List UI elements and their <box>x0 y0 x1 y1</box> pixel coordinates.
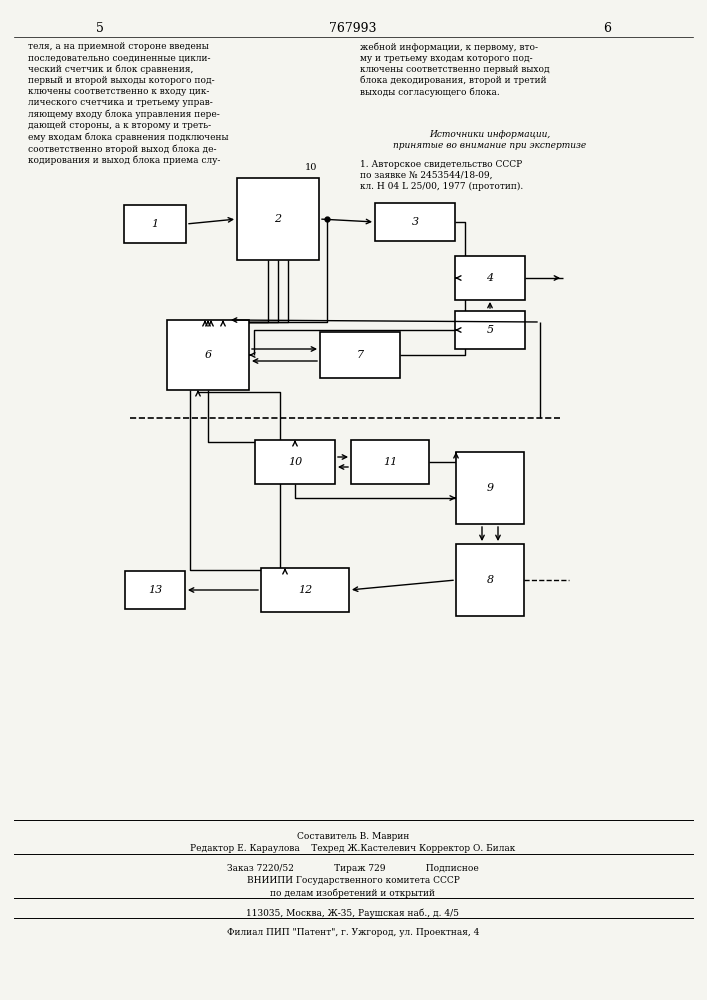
Bar <box>255 440 335 484</box>
Text: ВНИИПИ Государственного комитета СССР: ВНИИПИ Государственного комитета СССР <box>247 876 460 885</box>
Bar <box>124 205 186 243</box>
Text: 13: 13 <box>148 585 162 595</box>
Bar <box>125 571 185 609</box>
Text: 5: 5 <box>486 325 493 335</box>
Bar <box>455 311 525 349</box>
Bar <box>456 544 524 616</box>
Text: 4: 4 <box>486 273 493 283</box>
Text: 113035, Москва, Ж-35, Раушская наб., д. 4/5: 113035, Москва, Ж-35, Раушская наб., д. … <box>247 908 460 918</box>
Text: 3: 3 <box>411 217 419 227</box>
Text: 2: 2 <box>274 214 281 224</box>
Text: 767993: 767993 <box>329 21 377 34</box>
Bar <box>455 256 525 300</box>
Text: Источники информации,
принятые во внимание при экспертизе: Источники информации, принятые во вниман… <box>393 130 587 150</box>
Text: Составитель В. Маврин: Составитель В. Маврин <box>297 832 409 841</box>
Bar <box>320 332 400 378</box>
Text: 5: 5 <box>96 21 104 34</box>
Bar <box>261 568 349 612</box>
Text: Заказ 7220/52              Тираж 729              Подписное: Заказ 7220/52 Тираж 729 Подписное <box>227 864 479 873</box>
Bar <box>375 203 455 241</box>
Text: 1: 1 <box>151 219 158 229</box>
Text: по делам изобретений и открытий: по делам изобретений и открытий <box>271 888 436 898</box>
Bar <box>167 320 249 390</box>
Text: 10: 10 <box>305 163 317 172</box>
Text: 10: 10 <box>288 457 302 467</box>
Text: жебной информации, к первому, вто-
му и третьему входам которого под-
ключены со: жебной информации, к первому, вто- му и … <box>360 42 549 97</box>
Bar <box>456 452 524 524</box>
Text: Филиал ПИП "Патент", г. Ужгород, ул. Проектная, 4: Филиал ПИП "Патент", г. Ужгород, ул. Про… <box>227 928 479 937</box>
Text: 6: 6 <box>204 350 211 360</box>
Text: 7: 7 <box>356 350 363 360</box>
Text: Редактор Е. Караулова    Техред Ж.Кастелевич Корректор О. Билак: Редактор Е. Караулова Техред Ж.Кастелеви… <box>190 844 515 853</box>
Bar <box>351 440 429 484</box>
Text: 9: 9 <box>486 483 493 493</box>
Text: 6: 6 <box>603 21 611 34</box>
Text: 12: 12 <box>298 585 312 595</box>
Text: 8: 8 <box>486 575 493 585</box>
Text: 11: 11 <box>383 457 397 467</box>
Text: 1. Авторское свидетельство СССР
по заявке № 2453544/18-09,
кл. Н 04 L 25/00, 197: 1. Авторское свидетельство СССР по заявк… <box>360 160 523 191</box>
Bar <box>237 178 319 260</box>
Text: теля, а на приемной стороне введены
последовательно соединенные цикли-
ческий сч: теля, а на приемной стороне введены посл… <box>28 42 228 165</box>
